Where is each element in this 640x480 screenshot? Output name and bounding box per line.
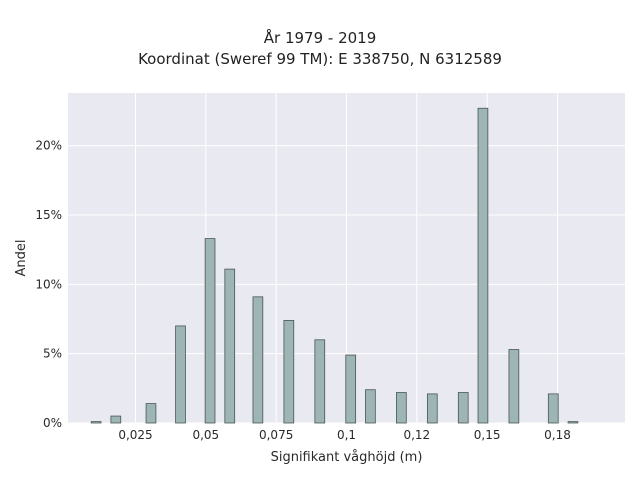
histogram-bar xyxy=(90,421,102,424)
y-tick-label: 15% xyxy=(35,208,62,222)
histogram-bar xyxy=(457,392,469,424)
histogram-bar xyxy=(175,325,186,424)
x-tick-label: 0,075 xyxy=(259,428,293,442)
histogram-bar xyxy=(396,392,407,424)
x-tick-label: 0,1 xyxy=(337,428,356,442)
y-tick-label: 10% xyxy=(35,277,62,291)
histogram-bar xyxy=(252,296,264,424)
y-axis-label: Andel xyxy=(14,240,29,277)
x-axis-label: Signifikant våghöjd (m) xyxy=(271,450,423,465)
histogram-bar xyxy=(426,393,438,424)
histogram-bar xyxy=(547,393,559,424)
histogram-bar xyxy=(283,319,295,424)
chart-title: År 1979 - 2019 xyxy=(263,29,377,47)
histogram-bar xyxy=(204,238,216,424)
histogram-bar xyxy=(110,415,122,424)
x-tick-label: 0,15 xyxy=(474,428,501,442)
x-tick-label: 0,05 xyxy=(192,428,219,442)
x-tick-label: 0,18 xyxy=(544,428,571,442)
histogram-bar xyxy=(477,107,489,424)
x-tick-label: 0,12 xyxy=(403,428,430,442)
chart-subtitle: Koordinat (Sweref 99 TM): E 338750, N 63… xyxy=(138,50,502,68)
y-tick-label: 5% xyxy=(43,347,62,361)
histogram-bar xyxy=(365,389,376,424)
chart-title-block: År 1979 - 2019 Koordinat (Sweref 99 TM):… xyxy=(0,28,640,70)
x-tick-label: 0,025 xyxy=(118,428,152,442)
histogram-bar xyxy=(314,339,326,424)
histogram-bar xyxy=(567,421,579,424)
y-tick-label: 0% xyxy=(43,416,62,430)
histogram-bar xyxy=(345,354,357,424)
histogram-bar xyxy=(508,349,520,424)
y-tick-label: 20% xyxy=(35,139,62,153)
histogram-bar xyxy=(145,403,157,424)
histogram-bar xyxy=(224,268,236,424)
